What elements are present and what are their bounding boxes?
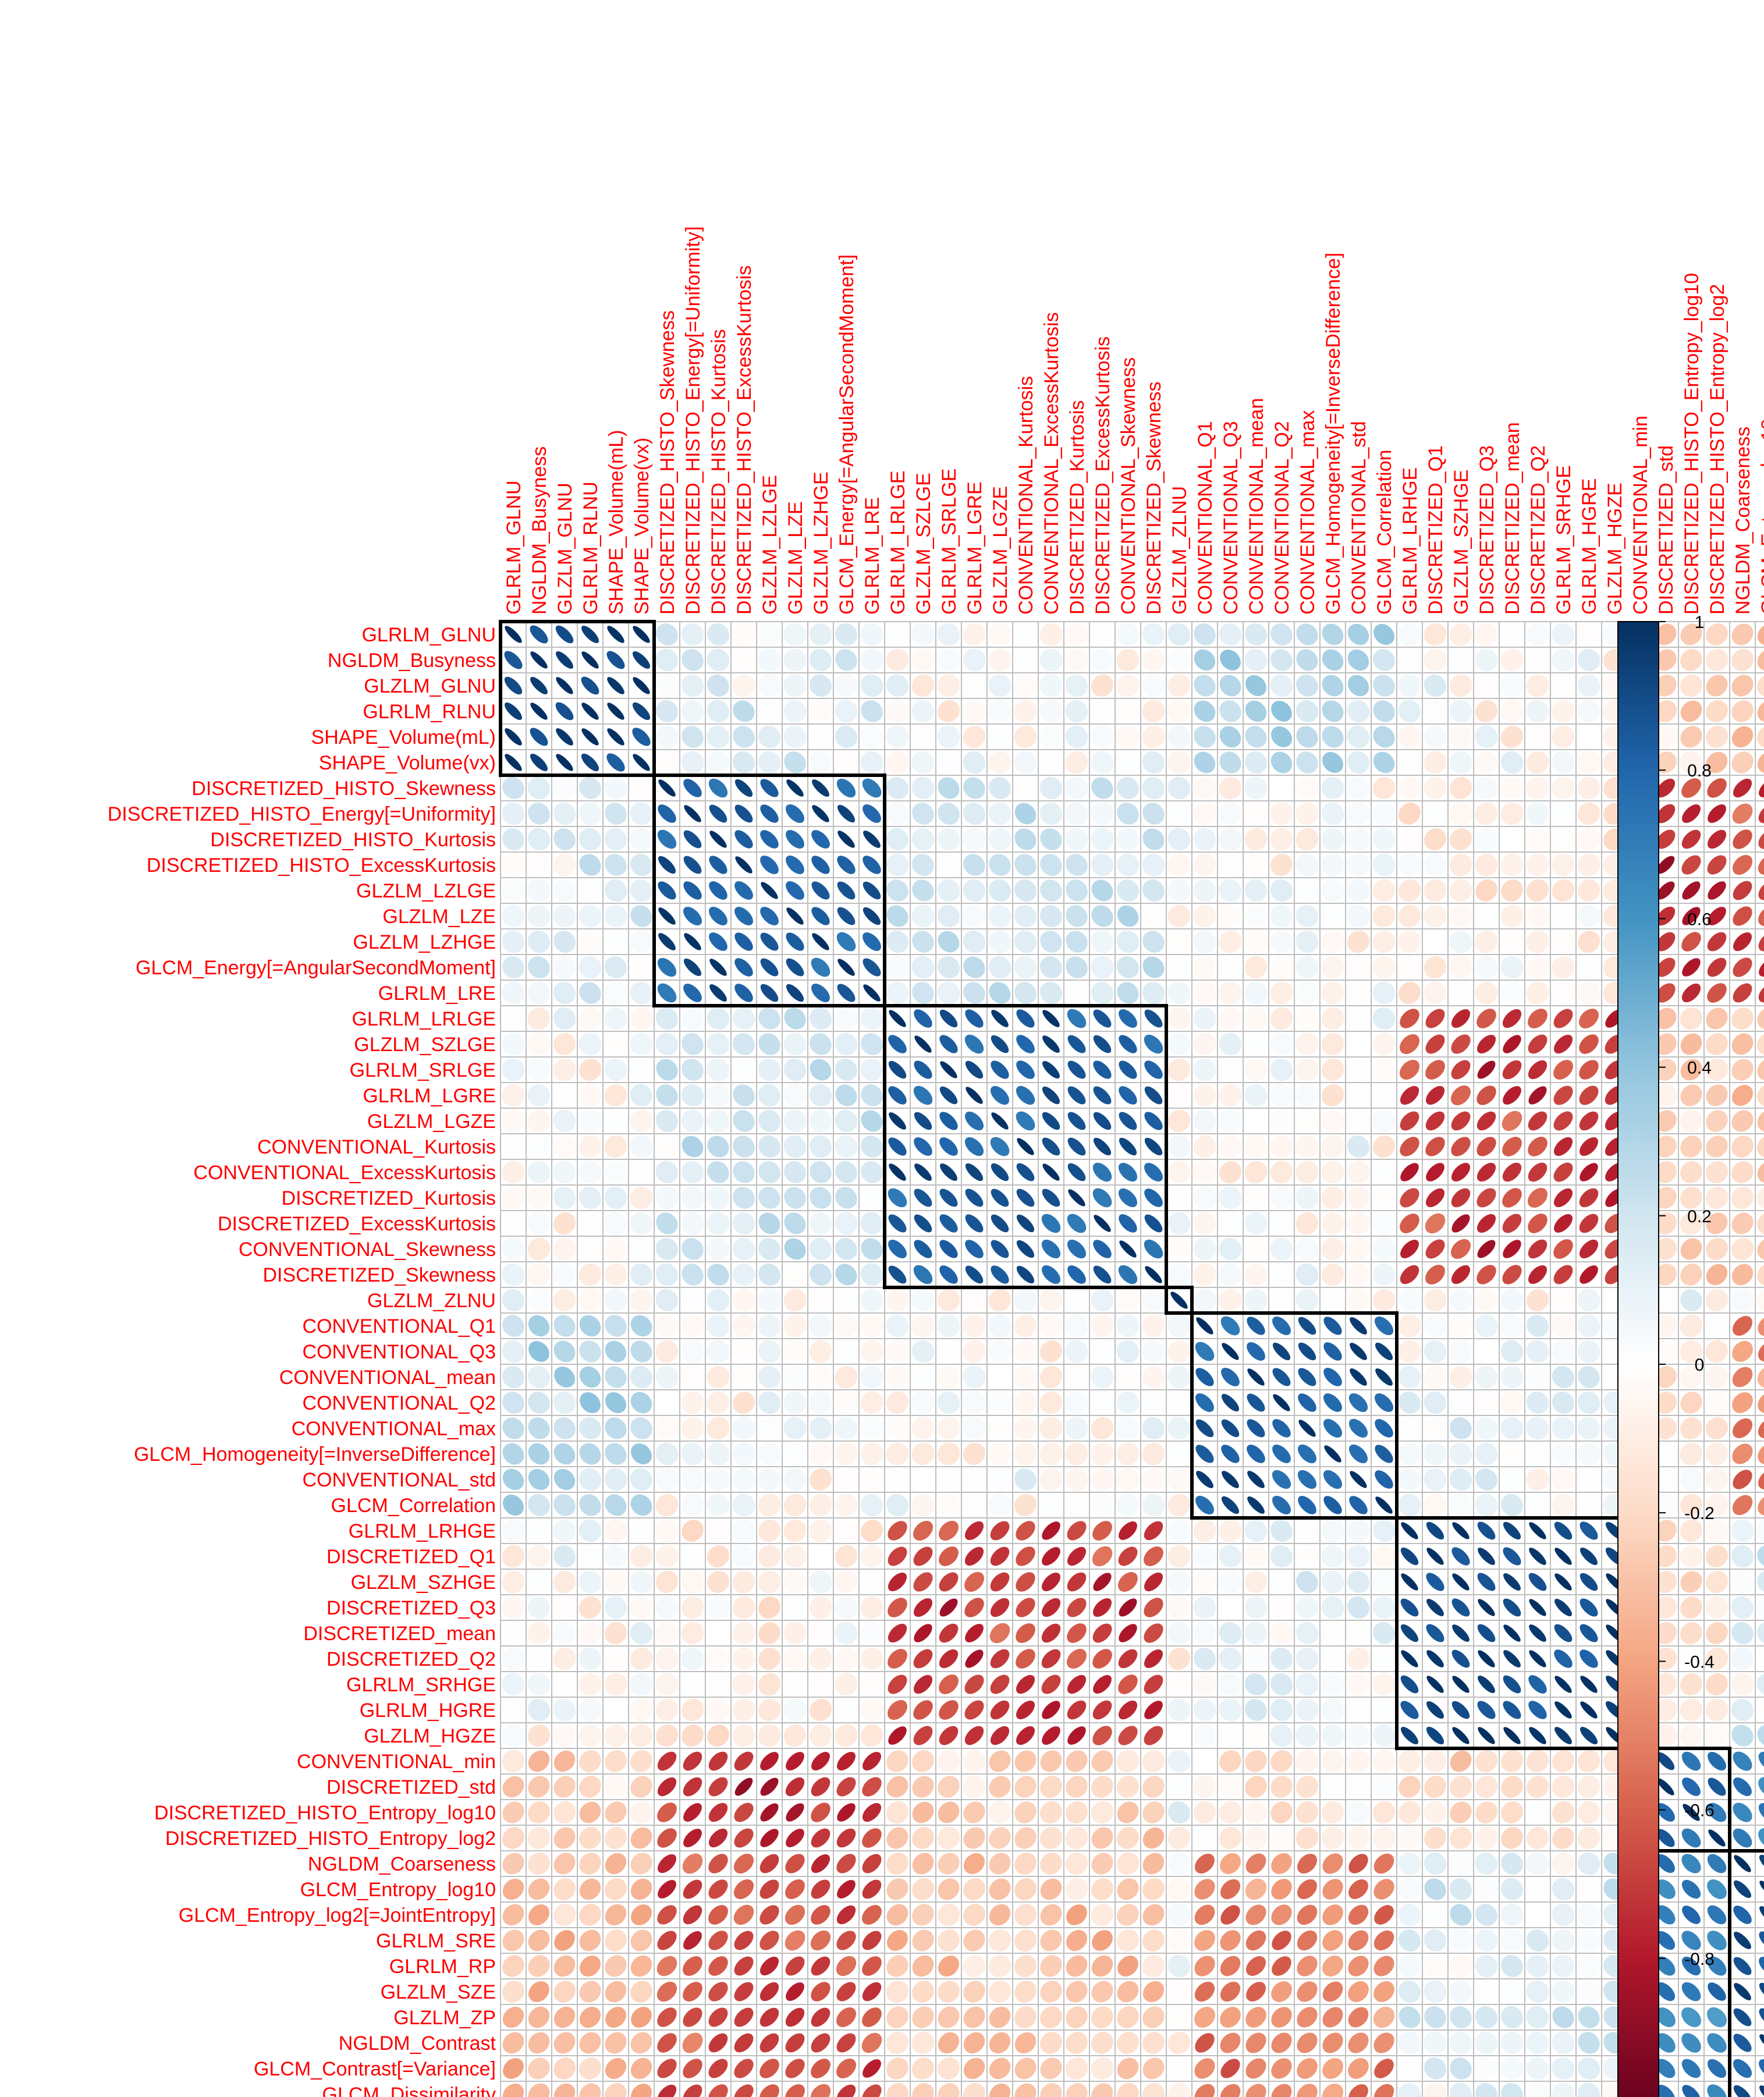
grid-cell xyxy=(1755,2029,1764,2056)
grid-cell xyxy=(705,877,732,904)
grid-cell xyxy=(1755,1876,1764,1903)
grid-cell xyxy=(679,928,706,955)
grid-cell xyxy=(730,903,757,929)
